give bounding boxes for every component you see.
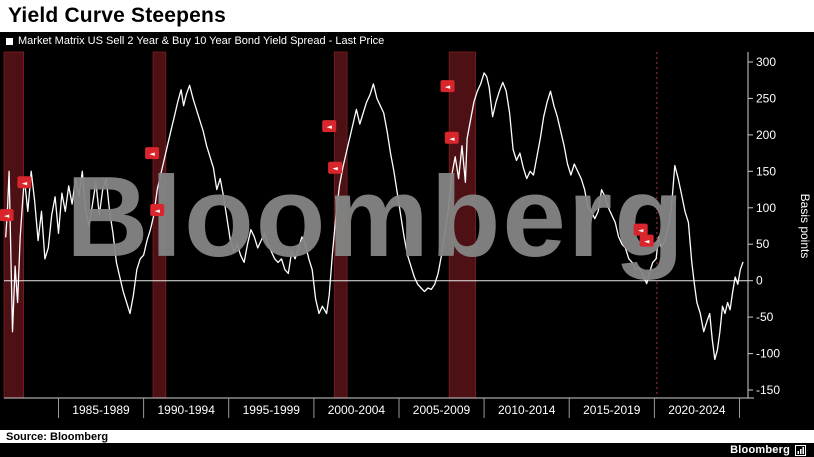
legend-swatch-icon — [6, 37, 13, 45]
svg-text:-150: -150 — [756, 383, 780, 397]
svg-text:-100: -100 — [756, 347, 780, 361]
yield-spread-line-chart: 300 250 200 150 100 50 0 -50 -100 -150 1985-1989 19… — [0, 51, 812, 418]
svg-text:1995-1999: 1995-1999 — [243, 403, 301, 417]
footer-bar: Bloomberg — [0, 443, 814, 457]
bloomberg-logo-icon — [795, 444, 806, 456]
svg-text:◄: ◄ — [445, 83, 451, 91]
source-row: Source: Bloomberg — [0, 430, 814, 443]
svg-text:150: 150 — [756, 164, 776, 178]
svg-text:200: 200 — [756, 128, 776, 142]
svg-text:◄: ◄ — [149, 150, 155, 158]
svg-text:◄: ◄ — [4, 212, 10, 220]
svg-text:◄: ◄ — [327, 123, 333, 131]
svg-text:2010-2014: 2010-2014 — [498, 403, 556, 417]
svg-text:2020-2024: 2020-2024 — [668, 403, 726, 417]
svg-text:1990-1994: 1990-1994 — [158, 403, 216, 417]
legend-label: Market Matrix US Sell 2 Year & Buy 10 Ye… — [18, 35, 385, 47]
svg-text:◄: ◄ — [155, 207, 161, 215]
svg-text:2000-2004: 2000-2004 — [328, 403, 386, 417]
svg-text:◄: ◄ — [449, 135, 455, 143]
svg-text:◄: ◄ — [638, 227, 644, 235]
svg-text:Bloomberg: Bloomberg — [66, 154, 686, 281]
svg-text:Basis points: Basis points — [798, 194, 812, 259]
svg-text:-50: -50 — [756, 310, 774, 324]
header: Yield Curve Steepens — [0, 0, 814, 32]
svg-text:2005-2009: 2005-2009 — [413, 403, 471, 417]
chart-legend: Market Matrix US Sell 2 Year & Buy 10 Ye… — [0, 32, 814, 50]
page-title: Yield Curve Steepens — [8, 4, 226, 27]
chart-panel: Market Matrix US Sell 2 Year & Buy 10 Ye… — [0, 32, 814, 430]
svg-text:◄: ◄ — [644, 238, 650, 246]
svg-text:◄: ◄ — [22, 179, 28, 187]
bloomberg-brand-label: Bloomberg — [730, 444, 790, 456]
svg-text:0: 0 — [756, 274, 763, 288]
svg-text:1985-1989: 1985-1989 — [72, 403, 130, 417]
source-attribution: Source: Bloomberg — [6, 430, 109, 443]
svg-text:300: 300 — [756, 55, 776, 69]
svg-text:100: 100 — [756, 201, 776, 215]
svg-text:◄: ◄ — [332, 165, 338, 173]
svg-text:50: 50 — [756, 237, 770, 251]
svg-text:250: 250 — [756, 91, 776, 105]
svg-text:2015-2019: 2015-2019 — [583, 403, 641, 417]
